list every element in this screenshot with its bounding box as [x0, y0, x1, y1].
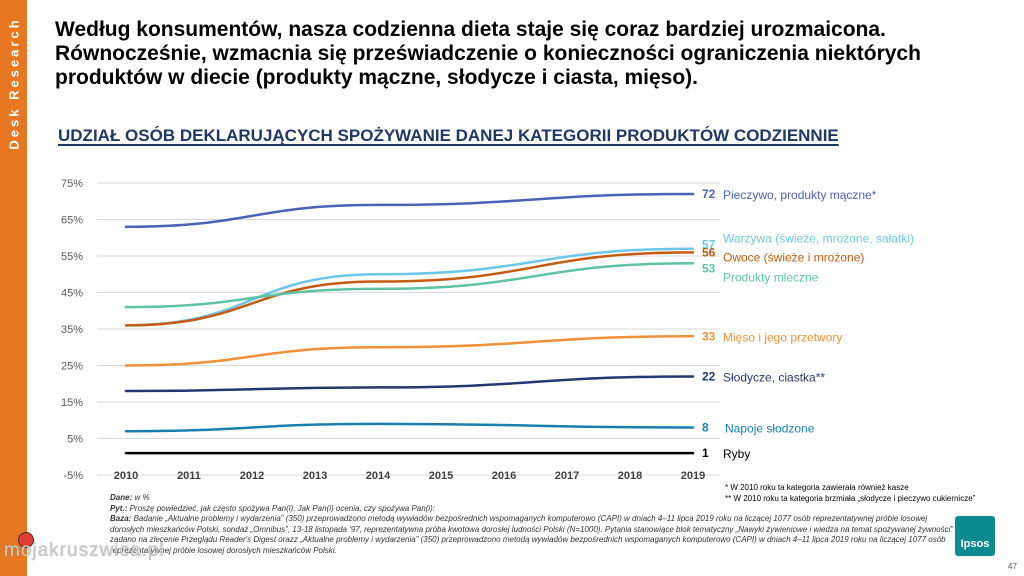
x-tick-label: 2013 — [303, 470, 327, 482]
x-tick-label: 2011 — [177, 470, 201, 482]
series-line — [124, 422, 695, 433]
line-chart: -5% 5% 15% 25% 35% 45% 55% 65% 75% 2010 2011 2012 20… — [61, 178, 914, 482]
note-2: ** W 2010 roku ta kategoria brzmiała „sł… — [725, 494, 976, 503]
data-point — [692, 375, 694, 377]
data-point — [125, 430, 127, 432]
footnote-baza: Baza: Badanie „Aktualne problemy i wydar… — [110, 514, 954, 555]
x-tick-label: 2012 — [240, 470, 264, 482]
y-tick-label: 45% — [61, 288, 83, 300]
ladybug-icon — [18, 532, 34, 548]
data-point — [377, 452, 379, 454]
series-name-label: Pieczywo, produkty mączne* — [723, 188, 877, 202]
series-name-label: Napoje słodzone — [725, 422, 815, 436]
end-value-label: 8 — [702, 421, 709, 435]
data-point — [377, 273, 379, 275]
data-point — [377, 346, 379, 348]
page-title: Według konsumentów, nasza codzienna diet… — [55, 18, 1005, 90]
data-point — [692, 262, 694, 264]
footnote-pyt: Pyt.: Proszę powiedzieć, jak często spoż… — [110, 503, 436, 513]
data-point — [125, 365, 127, 366]
data-point — [692, 193, 694, 195]
data-point — [377, 288, 379, 290]
title-line-3: produktów w diecie (produkty mączne, sło… — [55, 66, 699, 89]
ipsos-logo: Ipsos — [955, 516, 995, 556]
data-point — [692, 427, 694, 429]
data-point — [377, 204, 379, 206]
data-point — [377, 281, 379, 283]
title-line-2: Równocześnie, wzmacnia się przeświadczen… — [55, 42, 921, 65]
footnotes: Dane: w % Pyt.: Proszę powiedzieć, jak c… — [110, 493, 960, 556]
data-point — [125, 390, 127, 392]
data-point — [692, 452, 694, 454]
x-tick-label: 2019 — [681, 470, 705, 482]
series-line — [124, 192, 695, 229]
side-banner-label: Desk Research — [6, 17, 22, 150]
x-tick-label: 2016 — [492, 470, 516, 482]
page-number: 47 — [1008, 562, 1017, 571]
end-value-label: 56 — [702, 245, 716, 259]
end-value-label: 53 — [702, 261, 716, 275]
end-value-label: 33 — [702, 329, 716, 343]
end-value-label: 57 — [702, 238, 716, 252]
x-tick-label: 2010 — [114, 470, 138, 482]
y-tick-label: 15% — [61, 397, 83, 409]
data-point — [377, 423, 379, 425]
data-point — [125, 226, 127, 228]
chart-title: UDZIAŁ OSÓB DEKLARUJĄCYCH SPOŻYWANIE DAN… — [58, 126, 839, 145]
watermark: mojakruszwica.pl — [4, 540, 165, 561]
end-value-label: 72 — [702, 187, 716, 201]
series-name-label: Warzywa (świeże, mrożone, sałatki) — [723, 232, 914, 246]
side-banner: Desk Research — [0, 0, 27, 576]
y-tick-label: -5% — [63, 470, 83, 482]
data-point — [125, 452, 127, 454]
end-value-label: 22 — [702, 369, 716, 383]
y-tick-label: 65% — [61, 215, 83, 227]
y-tick-label: 35% — [61, 324, 83, 336]
x-tick-label: 2015 — [429, 470, 453, 482]
data-point — [692, 248, 694, 250]
series-name-label: Produkty mleczne — [723, 270, 819, 284]
data-point — [377, 386, 379, 388]
x-tick-label: 2017 — [555, 470, 579, 482]
series-line — [124, 335, 695, 367]
data-point — [692, 251, 694, 253]
data-point — [125, 324, 127, 326]
series-line — [124, 262, 695, 309]
data-point — [125, 306, 127, 308]
y-tick-label: 5% — [67, 434, 83, 446]
series-name-label: Mięso i jego przetwory — [723, 330, 842, 344]
y-tick-label: 55% — [61, 251, 83, 263]
series-line — [124, 247, 695, 327]
x-tick-label: 2018 — [618, 470, 642, 482]
end-value-label: 1 — [702, 446, 709, 460]
data-point — [692, 335, 694, 337]
series-name-label: Słodycze, ciastka** — [723, 370, 825, 384]
y-tick-label: 75% — [61, 178, 83, 190]
series-name-label: Ryby — [723, 447, 750, 461]
y-tick-label: 25% — [61, 361, 83, 373]
title-line-1: Według konsumentów, nasza codzienna diet… — [55, 18, 886, 41]
footnote-dane: Dane: w % — [110, 493, 150, 502]
series-line — [124, 375, 695, 393]
chart-notes: * W 2010 roku ta kategoria zawierała rów… — [725, 482, 975, 504]
x-tick-label: 2014 — [366, 470, 391, 482]
note-1: * W 2010 roku ta kategoria zawierała rów… — [725, 483, 909, 492]
series-name-label: Owoce (świeże i mrożone) — [723, 250, 864, 264]
